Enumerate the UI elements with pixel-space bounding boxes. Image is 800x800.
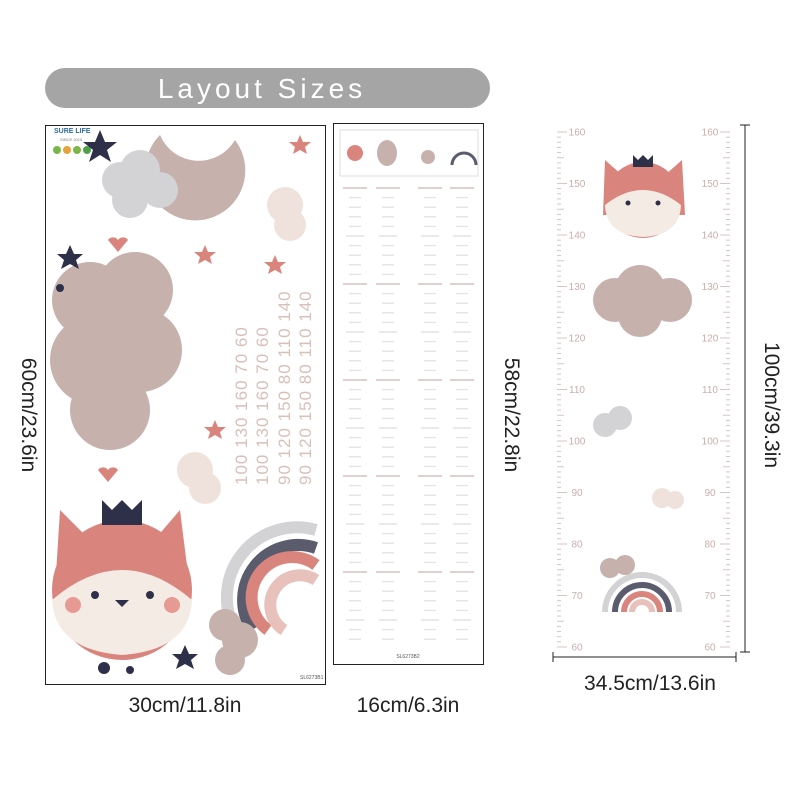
ruler-label: 140 — [702, 231, 719, 242]
ruler-label: 110 — [569, 385, 585, 396]
title-pill — [45, 68, 490, 108]
ruler-label: 160 — [702, 128, 719, 139]
ruler-label: 90 — [571, 488, 583, 499]
ruler-label: 100 — [702, 437, 719, 448]
ruler-label: 60 — [571, 643, 583, 654]
ruler-label: 150 — [569, 179, 586, 190]
sheet-code: SL6273B1 — [300, 675, 324, 681]
dimension-label: 58cm/22.8in — [500, 358, 523, 472]
dimension-lines — [552, 124, 750, 662]
ruler-label: 70 — [704, 591, 716, 602]
dimension-label: 60cm/23.6in — [17, 358, 40, 472]
ruler-label: 130 — [569, 282, 586, 293]
dimension-label: 16cm/6.3in — [357, 694, 460, 717]
sheet-2: SL6273B2 — [333, 123, 484, 665]
ruler-label: 160 — [569, 128, 586, 139]
height-numbers: 90 120 150 80 110 140 — [296, 290, 315, 485]
ruler-label: 80 — [704, 540, 716, 551]
sheet-1: SURE LIFE SINCE 2015 SL6273B1 100 130 16… — [45, 125, 326, 685]
title: Layout Sizes — [158, 73, 366, 104]
sheet-code: SL6273B2 — [396, 654, 420, 660]
height-numbers: 100 130 160 70 60 — [253, 326, 272, 485]
dimension-label: 100cm/39.3in — [760, 342, 783, 468]
dimension-label: 34.5cm/13.6in — [584, 672, 716, 695]
assembled-ruler: 160 160 150 150 140 140 130 130 120 120 110 110 100 1… — [557, 128, 730, 654]
ruler-label: 130 — [702, 282, 719, 293]
height-numbers: 90 120 150 80 110 140 — [275, 290, 294, 485]
ruler-label: 90 — [704, 488, 716, 499]
ruler-label: 100 — [569, 437, 586, 448]
ruler-label: 140 — [569, 231, 586, 242]
ruler-label: 70 — [571, 591, 583, 602]
dimension-label: 30cm/11.8in — [129, 694, 242, 717]
ruler-label: 120 — [702, 334, 719, 345]
fox — [52, 500, 192, 660]
brand-since: SINCE 2015 — [60, 137, 83, 142]
ruler-label: 60 — [704, 643, 716, 654]
ruler-label: 120 — [569, 334, 586, 345]
brand-name: SURE LIFE — [54, 128, 91, 135]
ruler-label: 80 — [571, 540, 583, 551]
ruler-label: 110 — [702, 385, 718, 396]
height-numbers: 100 130 160 70 60 — [232, 326, 251, 485]
ruler-label: 150 — [702, 179, 719, 190]
